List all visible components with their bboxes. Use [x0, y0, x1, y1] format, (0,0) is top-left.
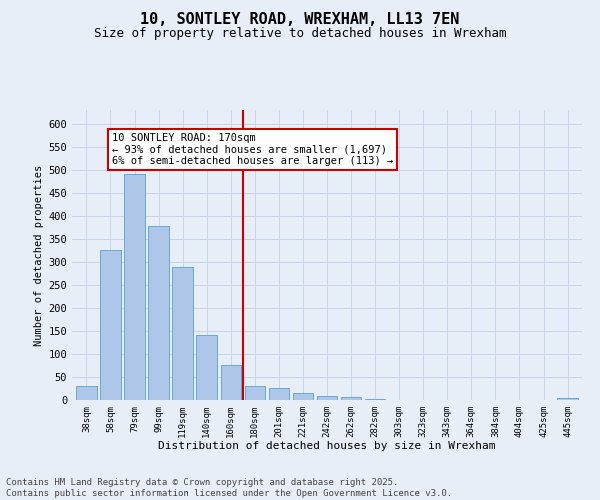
- Bar: [148, 226, 169, 400]
- Bar: [124, 174, 145, 400]
- Text: 10, SONTLEY ROAD, WREXHAM, LL13 7EN: 10, SONTLEY ROAD, WREXHAM, LL13 7EN: [140, 12, 460, 28]
- Bar: [100, 250, 121, 400]
- Y-axis label: Number of detached properties: Number of detached properties: [34, 164, 44, 346]
- Bar: [317, 396, 337, 400]
- Bar: [196, 334, 217, 400]
- Bar: [221, 365, 241, 400]
- Bar: [557, 398, 578, 400]
- Bar: [245, 386, 265, 400]
- Bar: [341, 397, 361, 400]
- Text: Size of property relative to detached houses in Wrexham: Size of property relative to detached ho…: [94, 28, 506, 40]
- Bar: [172, 266, 193, 400]
- Bar: [76, 386, 97, 400]
- Text: 10 SONTLEY ROAD: 170sqm
← 93% of detached houses are smaller (1,697)
6% of semi-: 10 SONTLEY ROAD: 170sqm ← 93% of detache…: [112, 133, 393, 166]
- Bar: [293, 393, 313, 400]
- Bar: [269, 388, 289, 400]
- X-axis label: Distribution of detached houses by size in Wrexham: Distribution of detached houses by size …: [158, 442, 496, 452]
- Bar: [365, 398, 385, 400]
- Text: Contains HM Land Registry data © Crown copyright and database right 2025.
Contai: Contains HM Land Registry data © Crown c…: [6, 478, 452, 498]
